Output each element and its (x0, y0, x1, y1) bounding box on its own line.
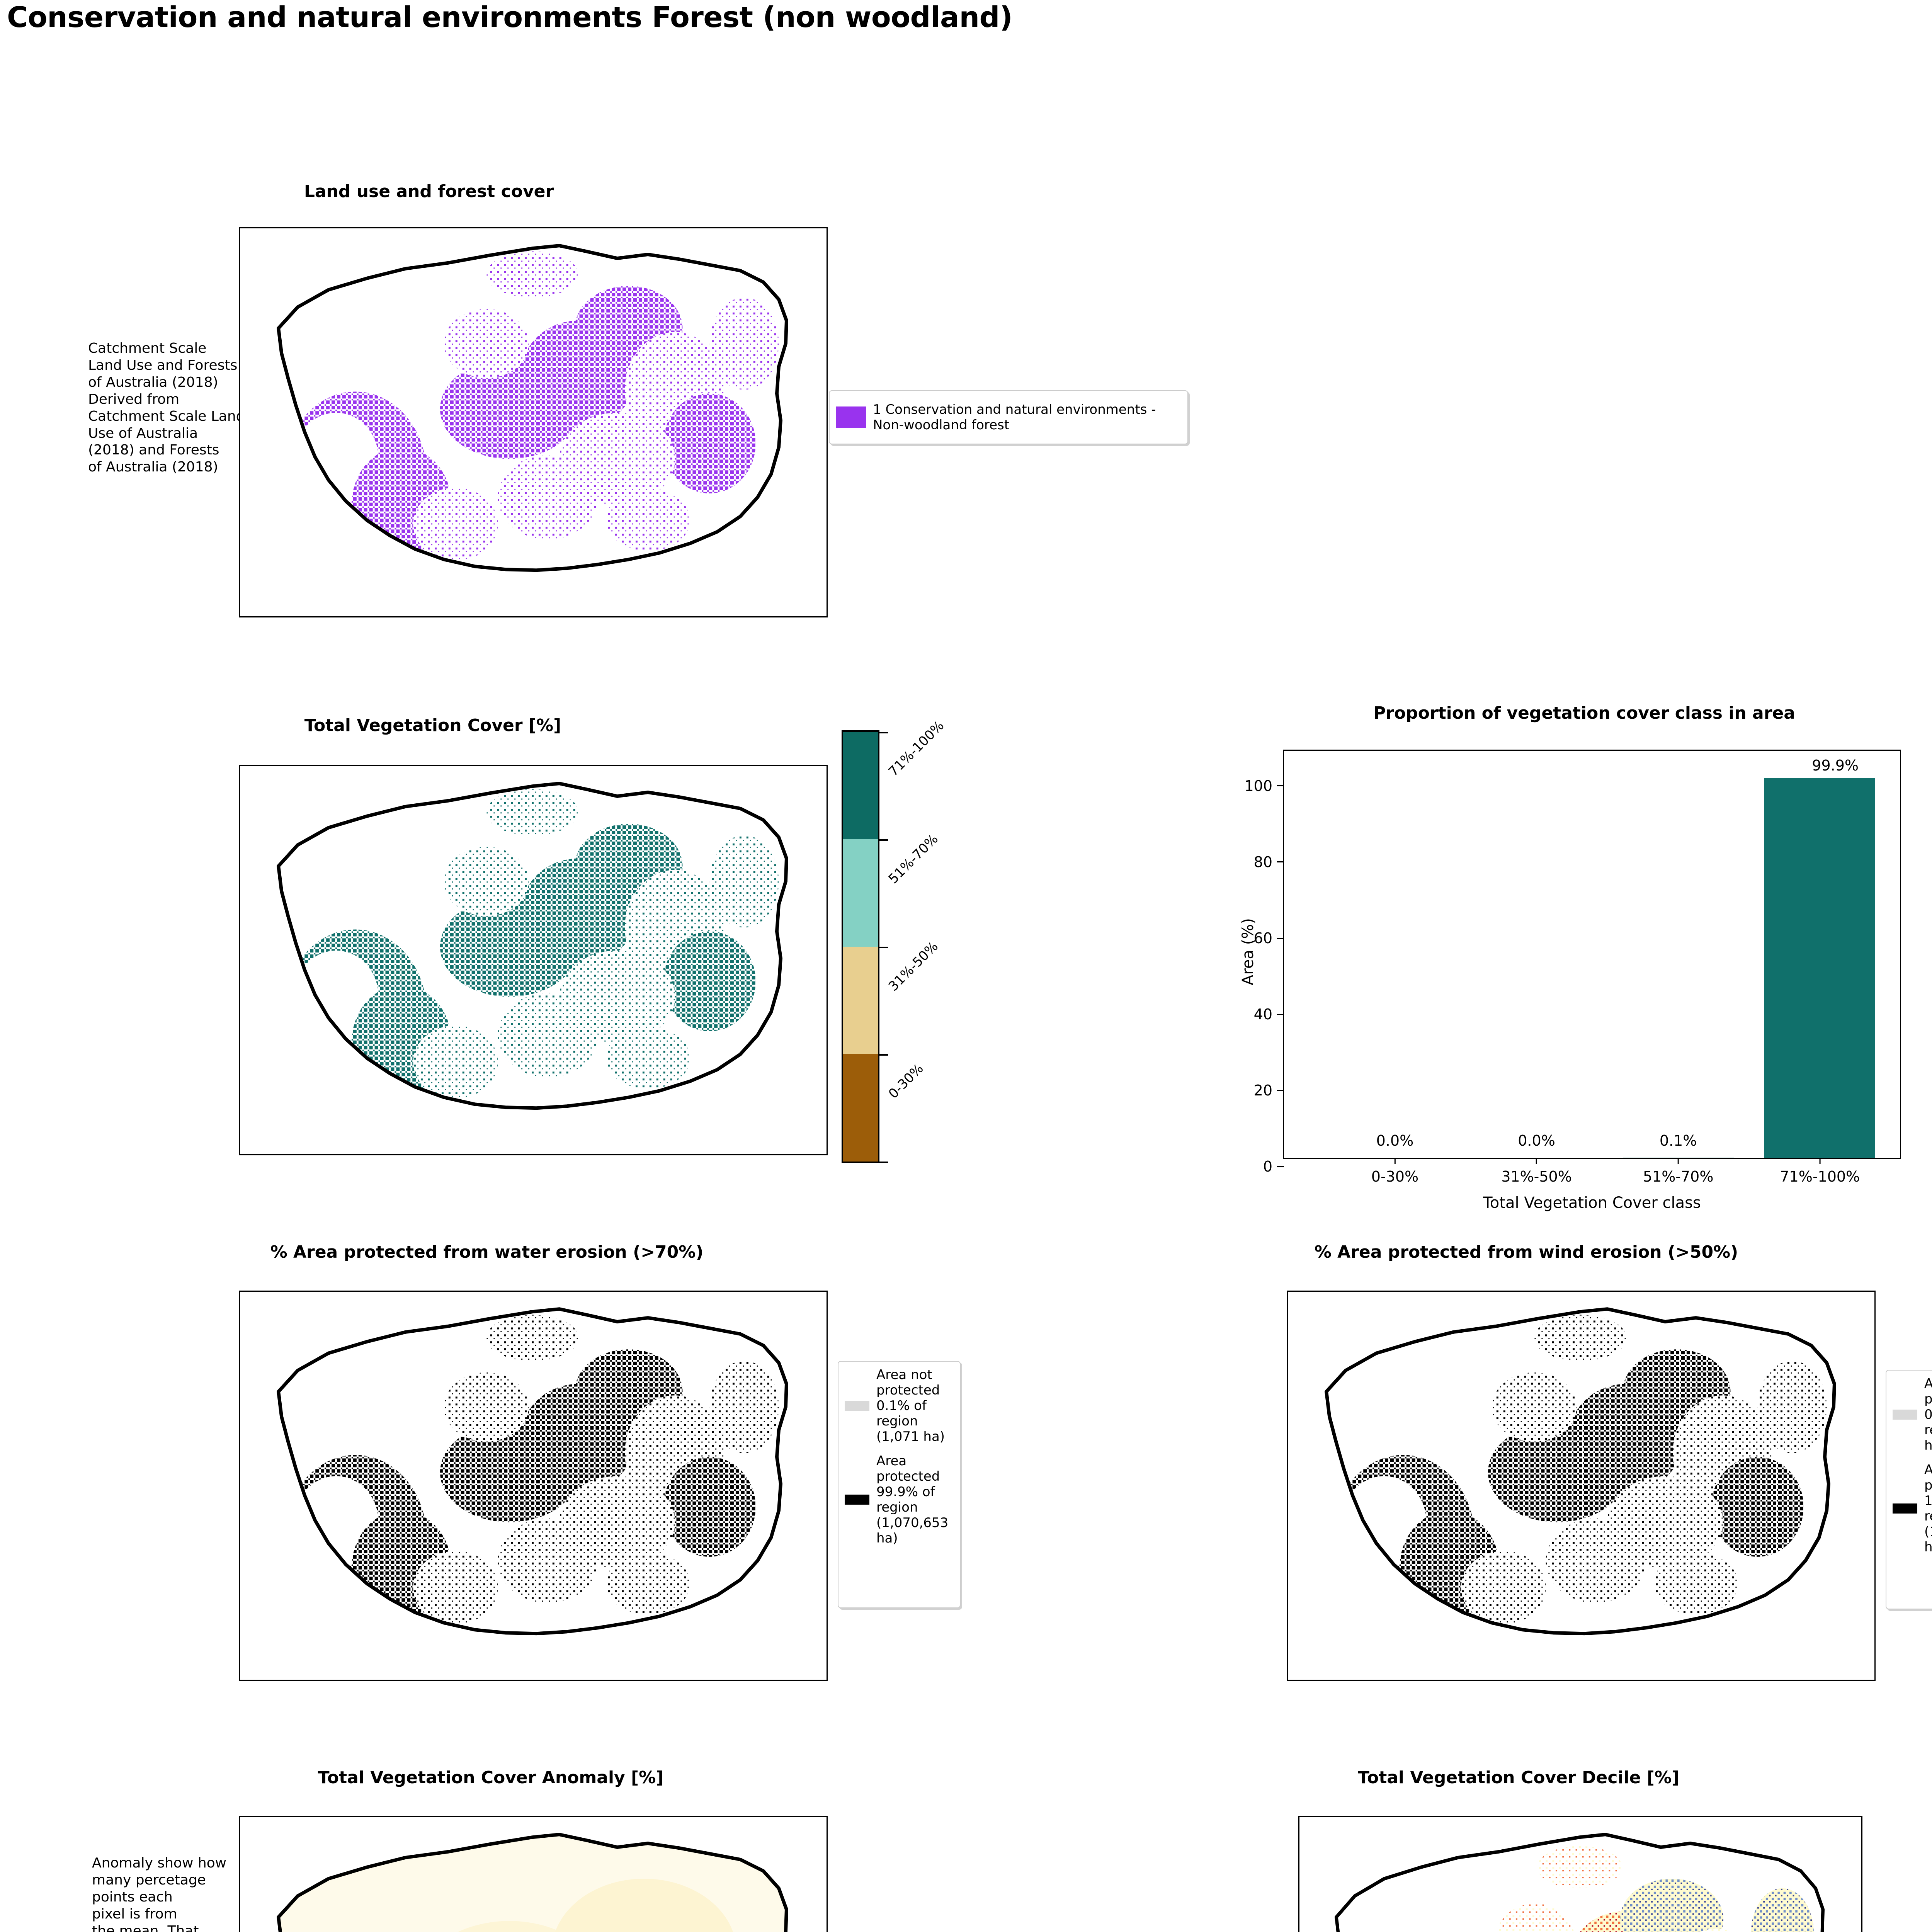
water-erosion-legend[interactable]: Area not protected 0.1% of region (1,071… (838, 1361, 961, 1608)
wind-erosion-panel-title: % Area protected from wind erosion (>50%… (1314, 1242, 1738, 1262)
colorbar-label-31-50: 31%-50% (885, 939, 941, 995)
anomaly-caption: Anomaly show how many percetage points e… (92, 1855, 227, 1932)
anomaly-panel-title: Total Vegetation Cover Anomaly [%] (318, 1768, 664, 1787)
ytick-80: 80 (1254, 854, 1284, 871)
legend-swatch-protected (1893, 1503, 1917, 1514)
water-erosion-map[interactable] (239, 1291, 828, 1681)
colorbar-seg-51-70 (843, 839, 878, 947)
ytick-60: 60 (1254, 930, 1284, 947)
veg-cover-map-svg (277, 782, 788, 1110)
land-use-legend-label: 1 Conservation and natural environments … (873, 401, 1156, 433)
colorbar-label-51-70: 51%-70% (885, 831, 941, 887)
bar-chart-axes: 100 80 60 40 20 0 0.0% 0.0% 0.1% 99.9% 0… (1244, 750, 1901, 1185)
legend-label-not-protected: Area not protected 0.0% of region (0 ha) (1924, 1376, 1932, 1454)
legend-label-not-protected: Area not protected 0.1% of region (1,071… (876, 1367, 945, 1445)
ytick-20: 20 (1254, 1082, 1284, 1099)
land-use-panel-title: Land use and forest cover (304, 182, 554, 201)
veg-cover-map[interactable] (239, 765, 828, 1155)
legend-swatch-not-protected (845, 1401, 869, 1411)
xtick-71-100: 71%-100% (1780, 1158, 1860, 1185)
bar-label-71-100: 99.9% (1812, 757, 1859, 774)
bar-label-0-30: 0.0% (1376, 1132, 1414, 1149)
land-use-map-svg (277, 244, 788, 572)
anomaly-map-svg (277, 1833, 788, 1932)
wind-erosion-legend-row-not-protected: Area not protected 0.0% of region (0 ha) (1893, 1376, 1932, 1454)
bar-chart-xlabel: Total Vegetation Cover class (1483, 1194, 1701, 1212)
decile-caption: Deciles show where the pixel value lies … (996, 1930, 1193, 1932)
ytick-100: 100 (1244, 777, 1284, 794)
decile-panel-title: Total Vegetation Cover Decile [%] (1357, 1768, 1680, 1787)
colorbar-label-0-30: 0-30% (885, 1061, 927, 1102)
ytick-40: 40 (1254, 1006, 1284, 1023)
land-use-legend[interactable]: 1 Conservation and natural environments … (829, 390, 1188, 444)
page-title: Conservation and natural environments Fo… (7, 1, 1013, 34)
wind-erosion-map[interactable] (1287, 1291, 1876, 1681)
bar-chart-title: Proportion of vegetation cover class in … (1373, 703, 1795, 723)
water-erosion-map-svg (277, 1307, 788, 1636)
colorbar-seg-71-100 (843, 732, 878, 839)
veg-cover-panel-title: Total Vegetation Cover [%] (304, 716, 561, 735)
ytick-0: 0 (1263, 1158, 1284, 1175)
veg-cover-colorbar: 71%-100% 51%-70% 31%-50% 0-30% (842, 718, 947, 1163)
decile-map-svg (1335, 1833, 1825, 1932)
water-erosion-panel-title: % Area protected from water erosion (>70… (270, 1242, 704, 1262)
bar-label-31-50: 0.0% (1518, 1132, 1555, 1149)
water-erosion-legend-row-protected: Area protected 99.9% of region (1,070,65… (845, 1453, 954, 1546)
land-use-map[interactable] (239, 227, 828, 617)
colorbar-label-71-100: 71%-100% (885, 718, 947, 780)
wind-erosion-map-svg (1325, 1307, 1836, 1636)
anomaly-map[interactable] (239, 1816, 828, 1932)
legend-swatch-protected (845, 1494, 869, 1505)
land-use-caption: Catchment Scale Land Use and Forests of … (88, 340, 245, 475)
legend-swatch-not-protected (1893, 1410, 1917, 1420)
wind-erosion-legend-row-protected: Area protected 100.0% of region (1,071,7… (1893, 1462, 1932, 1555)
xtick-51-70: 51%-70% (1643, 1158, 1713, 1185)
bar-chart[interactable]: 100 80 60 40 20 0 0.0% 0.0% 0.1% 99.9% 0… (1239, 750, 1901, 1212)
decile-map[interactable] (1298, 1816, 1862, 1932)
colorbar-seg-31-50 (843, 947, 878, 1054)
legend-label-protected: Area protected 99.9% of region (1,070,65… (876, 1453, 949, 1546)
bar-chart-ylabel: Area (%) (1239, 918, 1257, 985)
wind-erosion-legend[interactable]: Area not protected 0.0% of region (0 ha)… (1886, 1370, 1932, 1609)
xtick-31-50: 31%-50% (1501, 1158, 1572, 1185)
land-use-legend-swatch (836, 406, 866, 428)
legend-label-protected: Area protected 100.0% of region (1,071,7… (1924, 1462, 1932, 1555)
xtick-0-30: 0-30% (1371, 1158, 1418, 1185)
bar-label-51-70: 0.1% (1659, 1132, 1697, 1149)
colorbar-seg-0-30 (843, 1054, 878, 1162)
bar-71-100[interactable] (1764, 778, 1876, 1158)
water-erosion-legend-row-not-protected: Area not protected 0.1% of region (1,071… (845, 1367, 954, 1445)
